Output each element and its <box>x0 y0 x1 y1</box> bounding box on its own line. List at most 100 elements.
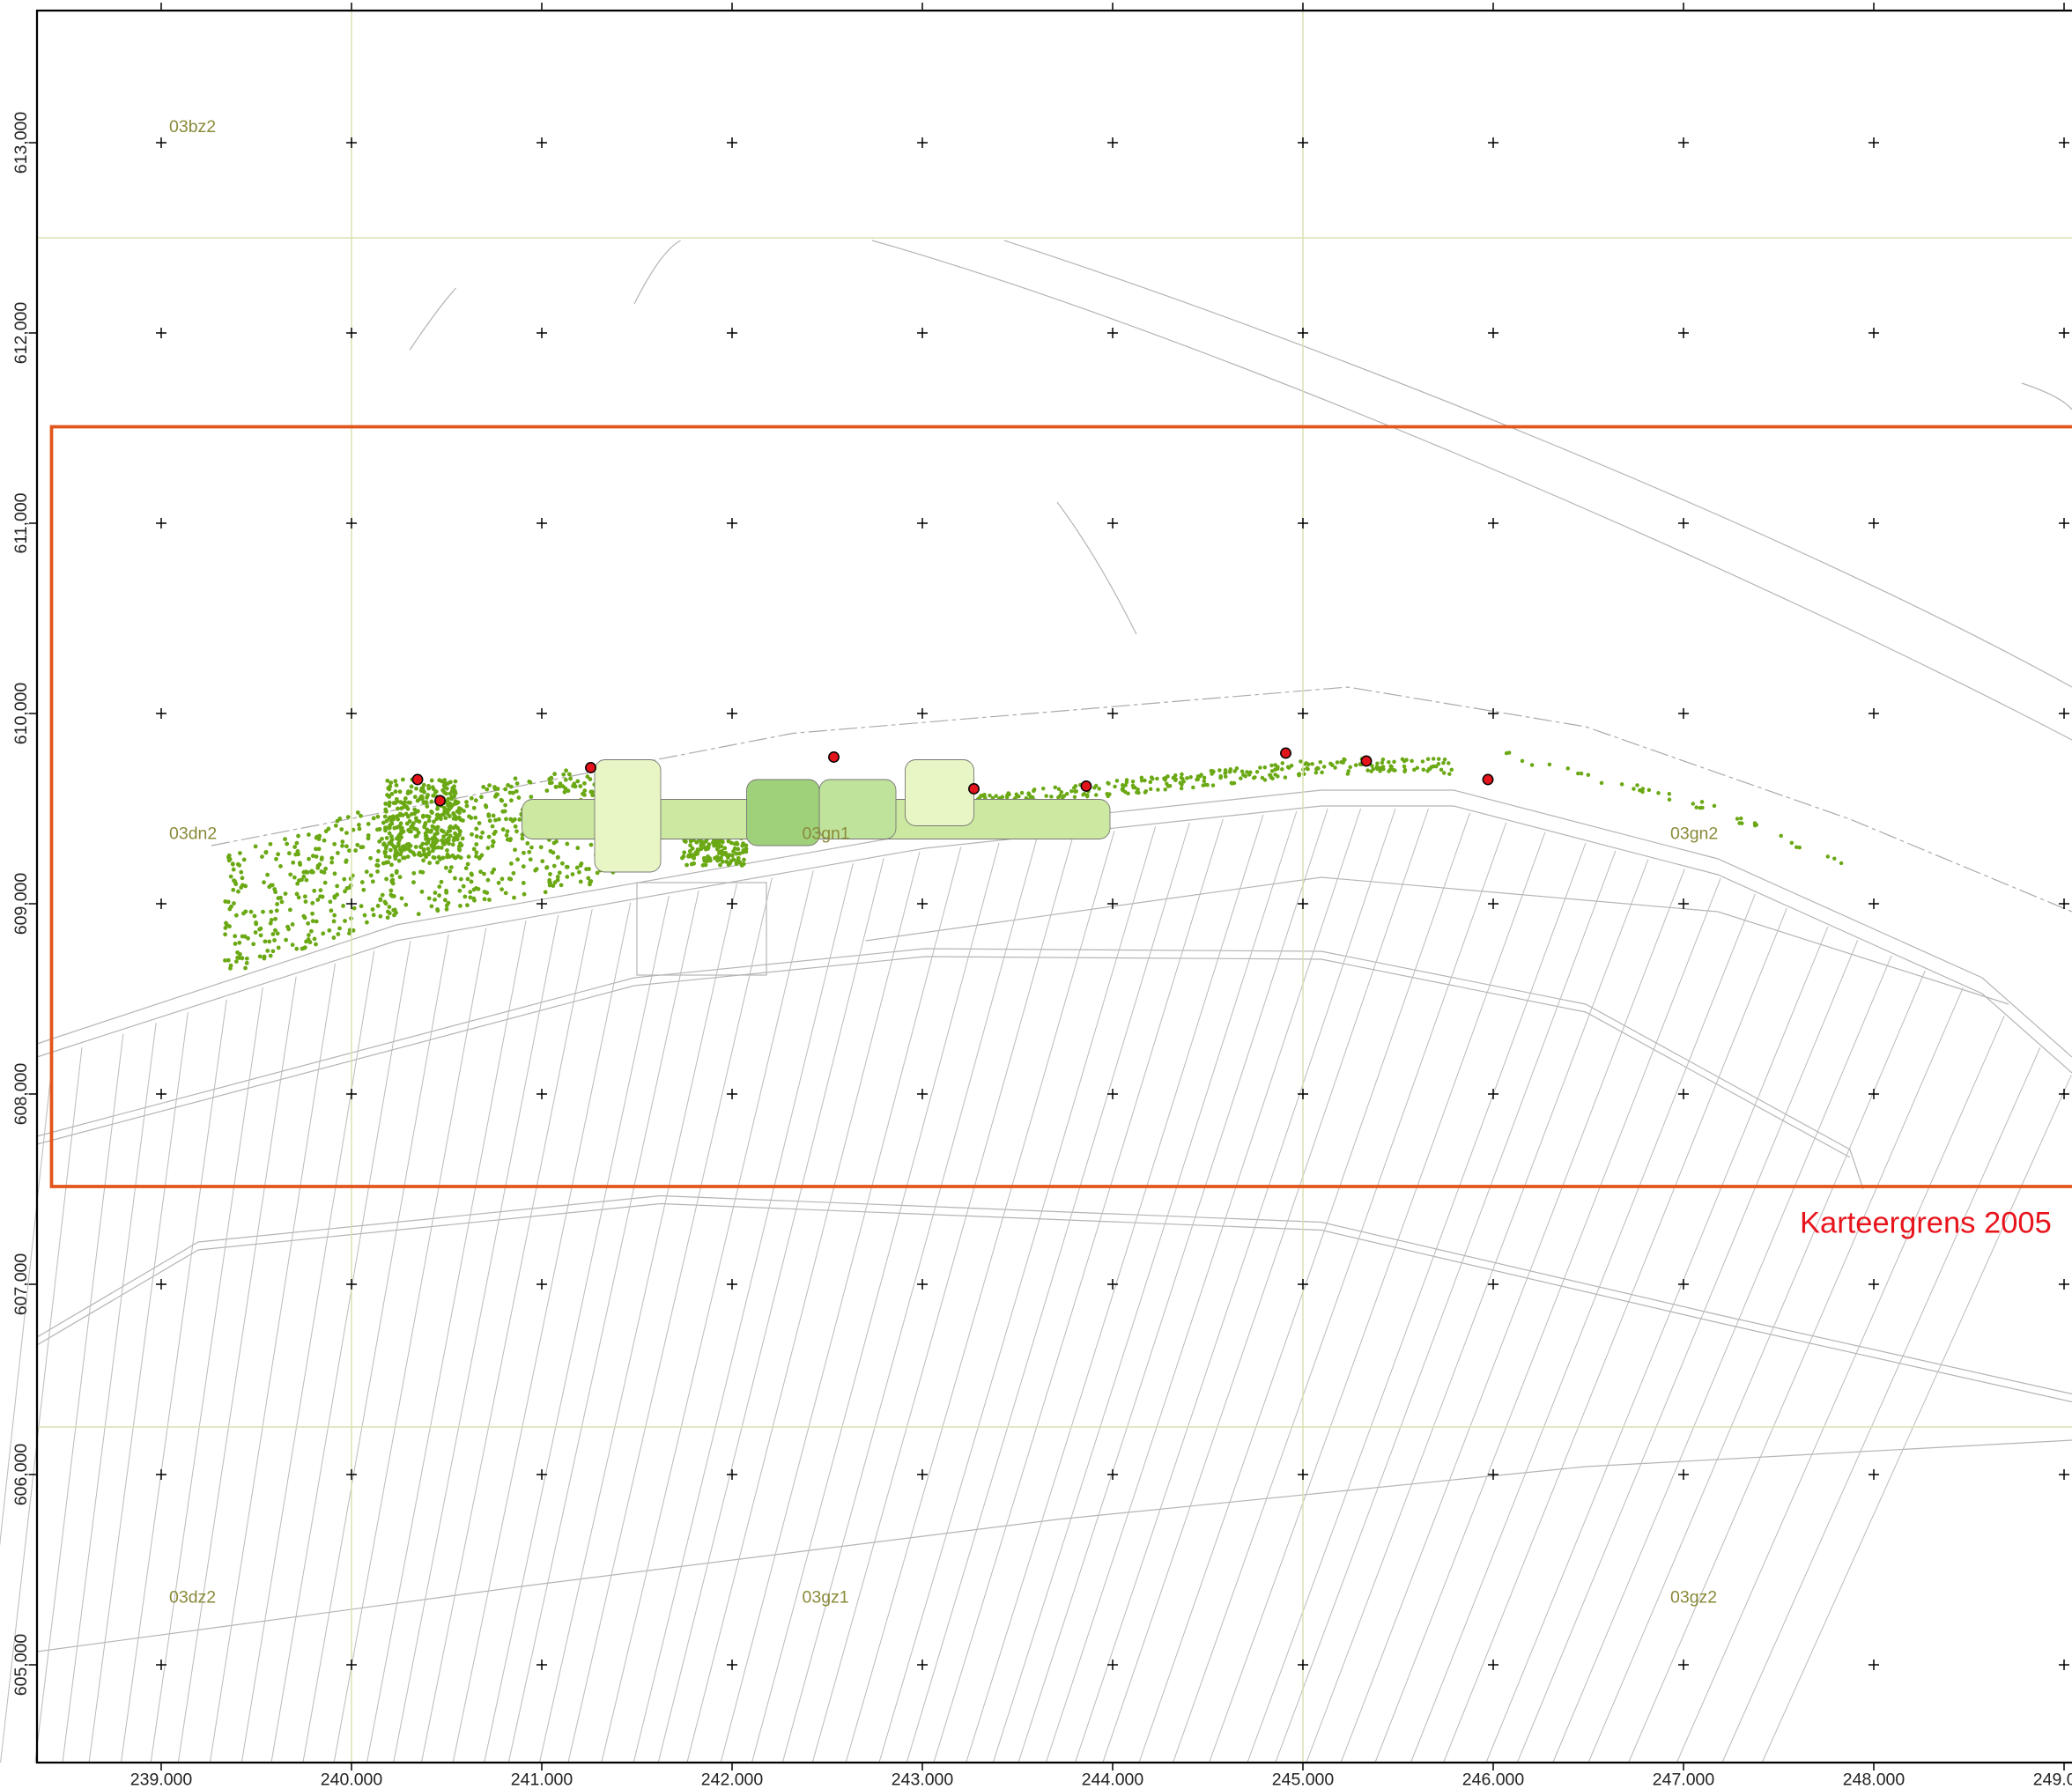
vegetation-point <box>310 900 315 906</box>
vegetation-point <box>374 862 380 868</box>
vegetation-point <box>1425 769 1430 773</box>
vegetation-point <box>337 926 342 931</box>
vegetation-point <box>695 849 700 854</box>
vegetation-point <box>263 939 268 944</box>
grid-cross <box>1488 898 1498 909</box>
vegetation-point <box>1425 757 1431 761</box>
vegetation-point <box>285 841 290 846</box>
vegetation-point <box>473 815 478 820</box>
vegetation-point <box>578 784 583 788</box>
vegetation-point <box>451 811 456 816</box>
vegetation-point <box>414 786 418 791</box>
vegetation-point <box>388 839 394 844</box>
vegetation-point <box>494 792 500 797</box>
vegetation-point <box>474 834 479 839</box>
find-point <box>1280 747 1291 759</box>
parcel-line <box>1306 859 1649 1763</box>
grid-cross <box>917 137 928 148</box>
vegetation-point <box>355 842 360 847</box>
vegetation-point <box>258 926 263 931</box>
vegetation-point <box>571 783 575 788</box>
vegetation-point <box>244 960 249 965</box>
vegetation-point <box>237 940 242 945</box>
vegetation-point <box>549 775 554 780</box>
vegetation-point <box>1254 770 1260 774</box>
parcel-line <box>1374 878 1721 1763</box>
vegetation-point <box>1276 774 1280 779</box>
vegetation-point <box>504 817 508 822</box>
vegetation-point <box>401 855 405 861</box>
vegetation-point <box>1421 767 1426 772</box>
vegetation-point <box>431 839 435 845</box>
parcel-line <box>633 863 854 1763</box>
vegetation-point <box>424 837 428 841</box>
vegetation-point <box>269 909 274 914</box>
vegetation-point <box>474 854 478 859</box>
vegetation-point <box>508 784 514 789</box>
vegetation-point <box>1162 776 1166 781</box>
vegetation-point <box>460 836 465 841</box>
vegetation-point <box>428 829 433 834</box>
vegetation-point <box>425 804 430 809</box>
vegetation-point <box>482 890 487 894</box>
vegetation-point <box>525 841 530 846</box>
vegetation-point <box>516 795 522 800</box>
vegetation-point <box>388 780 394 786</box>
vegetation-point <box>1737 821 1742 825</box>
parcel-line <box>1247 842 1587 1763</box>
vegetation-point <box>1151 776 1155 781</box>
vegetation-point <box>405 854 411 860</box>
vegetation-point <box>563 786 568 791</box>
grid-cross <box>1678 1469 1689 1480</box>
grid-cross <box>1868 518 1879 529</box>
parcel-line <box>209 963 336 1763</box>
vegetation-point <box>333 823 338 828</box>
vegetation-point <box>310 911 314 916</box>
vegetation-point <box>1400 757 1405 762</box>
vegetation-point <box>1156 787 1160 792</box>
vegetation-point <box>377 827 382 832</box>
vegetation-point <box>557 870 562 876</box>
grid-cross <box>2059 898 2069 909</box>
grid-cross <box>1298 1279 1308 1290</box>
vegetation-point <box>732 846 737 851</box>
vegetation-point <box>1370 764 1374 768</box>
vegetation-point <box>396 817 401 822</box>
vegetation-point <box>412 807 418 812</box>
vegetation-point <box>1269 773 1273 778</box>
vegetation-point <box>482 871 486 876</box>
vegetation-point <box>393 779 398 784</box>
grid-cross <box>156 328 166 338</box>
grid-cross <box>2059 518 2069 529</box>
sheet-label: 03dn2 <box>169 824 217 844</box>
vegetation-point <box>383 825 388 831</box>
vegetation-point <box>408 800 412 805</box>
vegetation-point <box>1262 765 1268 770</box>
parcel-line <box>657 858 884 1763</box>
vegetation-point <box>362 913 367 918</box>
vegetation-point <box>314 919 319 924</box>
vegetation-point <box>582 788 588 794</box>
vegetation-point <box>452 854 457 860</box>
grid-cross <box>917 1089 928 1099</box>
vegetation-point <box>485 846 491 851</box>
vegetation-point <box>380 836 384 841</box>
vegetation-point <box>295 881 300 886</box>
grid-cross <box>1868 137 1879 148</box>
grid-cross <box>1678 708 1689 719</box>
vegetation-point <box>690 853 695 858</box>
vegetation-point <box>231 867 236 872</box>
vegetation-point <box>514 829 519 834</box>
vegetation-point <box>577 869 581 875</box>
vegetation-point <box>1797 845 1802 850</box>
vegetation-point <box>551 883 556 889</box>
vegetation-point <box>471 805 477 810</box>
grid-cross <box>536 1089 547 1099</box>
vegetation-point <box>1638 788 1642 793</box>
vegetation-point <box>503 802 507 808</box>
vegetation-point <box>699 846 704 852</box>
vegetation-point <box>1240 769 1245 773</box>
vegetation-point <box>1579 771 1584 776</box>
